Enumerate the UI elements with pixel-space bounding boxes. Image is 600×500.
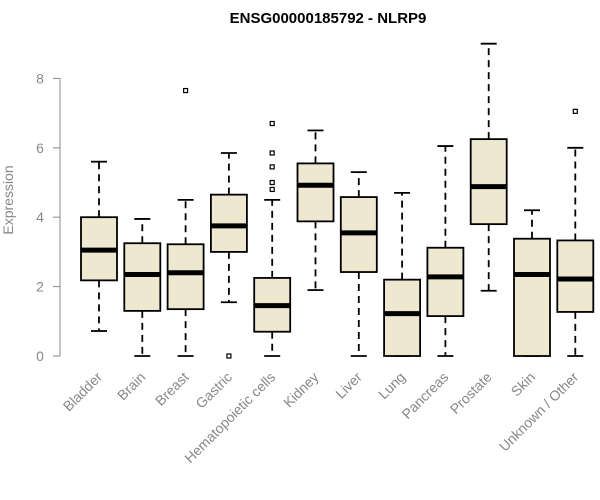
iqr-box: [209, 193, 248, 253]
box-group: [166, 87, 205, 357]
outlier-point: [183, 87, 189, 94]
x-category-label: Bladder: [60, 369, 106, 415]
x-category-label: Brain: [114, 369, 148, 403]
x-category-label: Prostate: [447, 369, 495, 417]
x-category-label: Breast: [152, 369, 192, 409]
x-category-label: Lung: [375, 369, 408, 402]
iqr-box: [123, 242, 162, 312]
x-category-label: Gastric: [192, 369, 235, 412]
chart-title: ENSG00000185792 - NLRP9: [230, 10, 427, 27]
plot-area: [80, 42, 595, 359]
outlier-point: [226, 353, 232, 359]
outlier-point: [269, 179, 275, 186]
box-group: [383, 192, 422, 357]
box-group: [209, 152, 248, 359]
iqr-box: [556, 239, 595, 313]
y-tick-label: 2: [36, 279, 44, 295]
y-axis-label: Expression: [0, 165, 16, 234]
box-group: [469, 42, 508, 292]
outlier-point: [269, 164, 275, 170]
box-group: [253, 120, 292, 357]
iqr-box: [426, 246, 465, 317]
box-group: [123, 218, 162, 357]
box-group: [556, 108, 595, 357]
x-category-label: Pancreas: [398, 369, 451, 422]
iqr-box: [513, 237, 551, 357]
x-category-label: Kidney: [280, 369, 322, 411]
iqr-box: [296, 162, 335, 223]
box-group: [296, 129, 335, 291]
y-tick-label: 4: [36, 209, 44, 225]
outlier-point: [572, 108, 578, 114]
x-category-label: Liver: [332, 369, 365, 402]
y-tick-label: 0: [36, 348, 44, 364]
x-category-label: Skin: [508, 369, 539, 400]
y-tick-label: 6: [36, 140, 44, 156]
outlier-point: [269, 186, 275, 193]
box-group: [339, 171, 378, 357]
box-group: [513, 209, 551, 357]
y-tick-label: 8: [36, 70, 44, 86]
box-group: [80, 160, 118, 332]
box-group: [426, 145, 465, 357]
iqr-box: [469, 138, 508, 226]
iqr-box: [383, 278, 422, 357]
x-category-label: Unknown / Other: [496, 369, 582, 455]
outlier-point: [269, 120, 275, 127]
outlier-point: [269, 150, 275, 156]
y-axis: 0 2 4 6 8: [36, 70, 61, 364]
iqr-box: [166, 243, 205, 311]
